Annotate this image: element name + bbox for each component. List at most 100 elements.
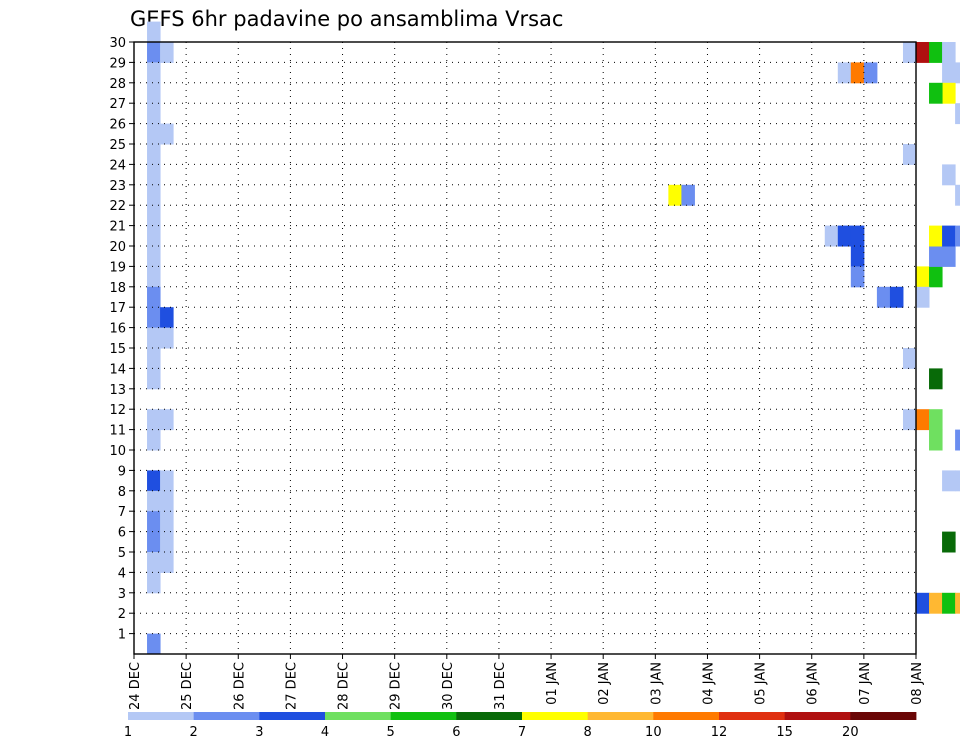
y-tick-label: 18 (109, 281, 126, 296)
heatmap-cell (850, 266, 865, 288)
x-tick-label: 27 DEC (284, 662, 299, 710)
colorbar-swatch (456, 712, 523, 720)
heatmap-cell (147, 103, 161, 125)
heatmap-cell (147, 307, 161, 329)
y-axis-ticks: 1234567891011121314151617181920212223242… (109, 36, 134, 643)
colorbar-swatch (850, 712, 917, 720)
heatmap-cell (147, 62, 161, 84)
heatmap-cell (916, 266, 930, 288)
heatmap-cell (929, 42, 943, 63)
heatmap-cell (160, 307, 174, 329)
heatmap-cell (929, 82, 943, 104)
heatmap-cell (955, 592, 960, 614)
heatmap-cell (160, 409, 174, 431)
heatmap-cell (955, 184, 960, 206)
heatmap-cell (837, 225, 852, 247)
y-tick-label: 9 (118, 464, 126, 479)
heatmap-cell (147, 511, 161, 533)
colorbar-swatch (587, 712, 654, 720)
colorbar-swatch (719, 712, 786, 720)
colorbar-label: 5 (387, 725, 395, 740)
chart-title: GEFS 6hr padavine po ansamblima Vrsac (130, 7, 563, 31)
x-tick-label: 03 JAN (649, 662, 664, 705)
x-tick-label: 24 DEC (128, 662, 143, 710)
heatmap-cell (147, 368, 161, 390)
heatmap-cell (929, 592, 943, 614)
x-axis-ticks: 24 DEC 25 DEC 26 DEC 27 DEC 28 DEC 29 DEC 30 D… (128, 654, 925, 710)
heatmap-cell (147, 552, 161, 573)
y-tick-label: 29 (109, 56, 126, 71)
heatmap-cell (942, 225, 956, 247)
x-tick-label: 02 JAN (597, 662, 612, 705)
colorbar-swatch (390, 712, 457, 720)
gridlines (134, 41, 917, 654)
x-tick-label: 08 JAN (910, 662, 925, 705)
y-tick-label: 4 (118, 566, 126, 581)
heatmap-cell (147, 246, 161, 267)
heatmap-cell (160, 470, 174, 492)
y-tick-label: 21 (109, 220, 126, 235)
x-tick-label: 31 DEC (493, 662, 508, 710)
heatmap-cell (824, 225, 839, 247)
heatmap-cell (942, 62, 956, 84)
heatmap-cell (147, 327, 161, 349)
heatmap-cell (942, 592, 956, 614)
colorbar-label: 15 (776, 725, 793, 740)
colorbar-label: 12 (711, 725, 728, 740)
colorbar-label: 2 (190, 725, 198, 740)
heatmap-cell (837, 62, 852, 84)
y-tick-label: 19 (109, 260, 126, 275)
heatmap-cell (902, 348, 917, 369)
heatmap-cell (147, 21, 161, 43)
heatmap-cell (929, 368, 943, 390)
heatmap-cell (942, 531, 956, 553)
y-tick-label: 27 (109, 97, 126, 112)
heatmap-cell (942, 164, 956, 186)
heatmap-cell (955, 62, 960, 84)
heatmap-cell (942, 42, 956, 63)
y-tick-label: 20 (109, 240, 126, 255)
colorbar-label: 20 (842, 725, 859, 740)
y-tick-label: 17 (109, 301, 126, 316)
heatmap-cell (147, 184, 161, 206)
colorbar-label: 1 (124, 725, 132, 740)
heatmap-cell (160, 552, 174, 573)
y-tick-label: 25 (109, 138, 126, 153)
heatmap-cell (147, 286, 161, 308)
heatmap-cell (929, 429, 943, 451)
heatmap-cell (929, 246, 943, 267)
colorbar-swatch (193, 712, 260, 720)
x-tick-label: 01 JAN (545, 662, 560, 705)
heatmap-cell (147, 123, 161, 145)
y-tick-label: 3 (118, 587, 126, 602)
colorbar-label: 3 (255, 725, 263, 740)
heatmap-cell (147, 633, 161, 655)
colorbar-swatch (784, 712, 851, 720)
colorbar-swatch (128, 712, 195, 720)
y-tick-label: 15 (109, 342, 126, 357)
colorbar-label: 10 (645, 725, 662, 740)
heatmap-cell (681, 184, 695, 206)
heatmap-cell (147, 82, 161, 104)
heatmap-cell (160, 531, 174, 553)
heatmap-cell (955, 103, 960, 125)
y-tick-label: 1 (118, 628, 126, 643)
heatmap-cell (902, 409, 917, 431)
heatmap-cell (147, 490, 161, 512)
colorbar-swatch (259, 712, 326, 720)
y-tick-label: 26 (109, 118, 126, 133)
heatmap-cell (916, 409, 930, 431)
heatmap-cell (147, 225, 161, 247)
colorbar-label: 4 (321, 725, 329, 740)
x-tick-label: 28 DEC (337, 662, 352, 710)
heatmap-cell (147, 429, 161, 451)
heatmap-cell (876, 286, 891, 308)
colorbar-label: 7 (518, 725, 526, 740)
y-tick-label: 10 (109, 444, 126, 459)
colorbar-label: 8 (584, 725, 592, 740)
heatmap-cell (889, 286, 904, 308)
x-tick-label: 04 JAN (701, 662, 716, 705)
y-tick-label: 2 (118, 607, 126, 622)
heatmap-cell (916, 42, 930, 63)
